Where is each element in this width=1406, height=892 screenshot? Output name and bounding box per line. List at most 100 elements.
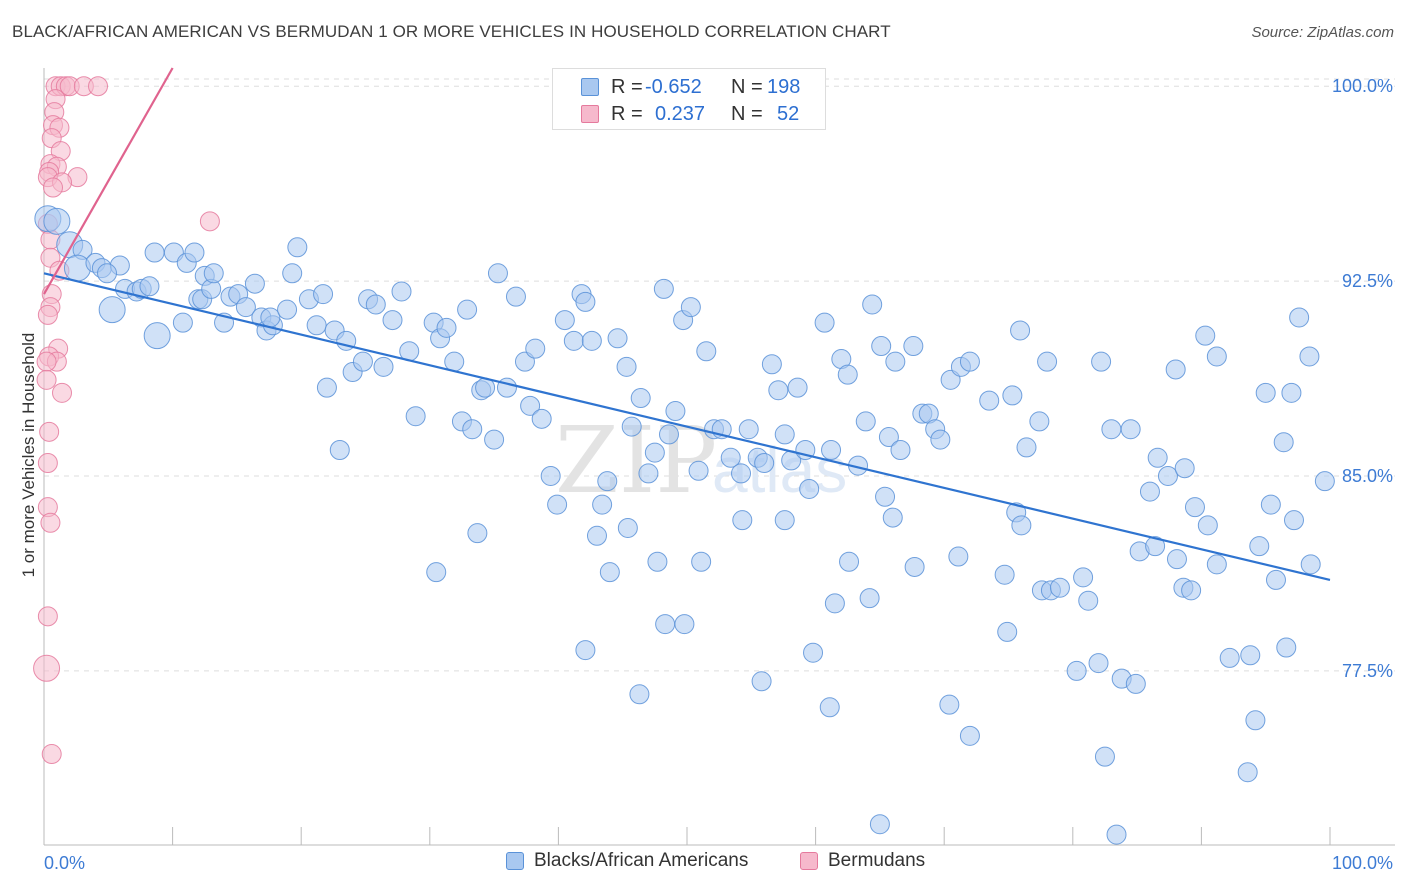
black-african-american-point <box>774 424 795 445</box>
black-african-american-point <box>994 564 1015 585</box>
black-african-american-point <box>1314 471 1335 492</box>
black-african-american-point <box>948 546 969 567</box>
legend-label-pink: Bermudans <box>828 850 926 871</box>
black-african-american-point <box>691 551 712 572</box>
legend-item-blue[interactable]: Blacks/African Americans <box>506 850 748 872</box>
stats-n-label: N = <box>731 75 763 98</box>
stats-r-value: 0.237 <box>655 102 706 125</box>
legend-item-pink[interactable]: Bermudans <box>800 850 925 872</box>
black-african-american-point <box>862 294 883 315</box>
black-african-american-point <box>665 401 686 422</box>
black-african-american-point <box>540 465 561 486</box>
black-african-american-point <box>1049 577 1070 598</box>
black-african-american-point <box>890 440 911 461</box>
black-african-american-point <box>939 694 960 715</box>
black-african-american-point <box>1029 411 1050 432</box>
black-african-american-point <box>1260 494 1281 515</box>
black-african-american-point <box>658 424 679 445</box>
black-african-american-point <box>617 517 638 538</box>
black-african-american-point <box>653 278 674 299</box>
black-african-american-point <box>525 338 546 359</box>
black-african-american-point <box>98 296 126 324</box>
black-african-american-point <box>616 356 637 377</box>
black-african-american-point <box>1206 554 1227 575</box>
black-african-american-point <box>959 351 980 372</box>
black-african-american-point <box>520 395 541 416</box>
black-african-american-point <box>1157 465 1178 486</box>
legend-swatch-pink <box>800 852 818 870</box>
black-african-american-point <box>1145 536 1166 557</box>
black-african-american-point <box>731 463 752 484</box>
black-african-american-point <box>1073 567 1094 588</box>
black-african-american-point <box>1120 419 1141 440</box>
black-african-american-point <box>260 307 281 328</box>
black-african-american-point <box>592 494 613 515</box>
bermudan-point <box>43 177 64 198</box>
stats-row-blue: R = -0.652 N = 198 <box>553 73 825 101</box>
black-african-american-point <box>732 510 753 531</box>
black-african-american-point <box>426 562 447 583</box>
x-tick-label: 0.0% <box>44 853 85 873</box>
black-african-american-point <box>1088 653 1109 674</box>
black-african-american-point <box>696 341 717 362</box>
black-african-american-point <box>1066 660 1087 681</box>
trend-line-pink <box>43 67 174 295</box>
black-african-american-point <box>554 310 575 331</box>
black-african-american-point <box>235 297 256 318</box>
black-african-american-point <box>391 281 412 302</box>
black-african-american-point <box>1245 710 1266 731</box>
black-african-american-point <box>674 614 695 635</box>
black-african-american-point <box>607 328 628 349</box>
bermudan-point <box>52 382 73 403</box>
black-african-american-point <box>754 452 775 473</box>
black-african-american-point <box>1037 351 1058 372</box>
black-african-american-point <box>904 556 925 577</box>
black-african-american-point <box>462 419 483 440</box>
black-african-american-point <box>287 237 308 258</box>
bermudan-point <box>199 211 220 232</box>
black-african-american-point <box>738 419 759 440</box>
bermudan-point <box>41 744 62 765</box>
black-african-american-point <box>837 364 858 385</box>
black-african-american-point <box>1265 569 1286 590</box>
black-african-american-point <box>282 263 303 284</box>
black-african-american-point <box>1240 645 1261 666</box>
bermudan-point <box>88 76 109 97</box>
black-african-american-point <box>139 276 160 297</box>
x-tick-label: 100.0% <box>1332 853 1393 873</box>
black-african-american-point <box>1165 359 1186 380</box>
black-african-american-point <box>405 406 426 427</box>
black-african-american-point <box>144 242 165 263</box>
black-african-american-point <box>1101 419 1122 440</box>
black-african-american-point <box>329 440 350 461</box>
black-african-american-point <box>1195 325 1216 346</box>
black-african-american-point <box>979 390 1000 411</box>
black-african-american-point <box>1197 515 1218 536</box>
black-african-american-point <box>821 440 842 461</box>
black-african-american-point <box>859 588 880 609</box>
black-african-american-point <box>457 299 478 320</box>
black-african-american-point <box>1002 385 1023 406</box>
bermudan-point <box>37 606 58 627</box>
black-african-american-point <box>885 351 906 372</box>
black-african-american-point <box>586 525 607 546</box>
black-african-american-point <box>599 562 620 583</box>
black-african-american-point <box>1206 346 1227 367</box>
black-african-american-point <box>839 551 860 572</box>
black-african-american-point <box>203 263 224 284</box>
black-african-american-point <box>1300 554 1321 575</box>
black-african-american-point <box>1273 432 1294 453</box>
black-african-american-point <box>680 297 701 318</box>
black-african-american-point <box>487 263 508 284</box>
black-african-american-point <box>313 284 334 305</box>
black-african-american-point <box>172 312 193 333</box>
chart-title: BLACK/AFRICAN AMERICAN VS BERMUDAN 1 OR … <box>12 22 891 41</box>
black-african-american-point <box>768 380 789 401</box>
black-african-american-point <box>575 291 596 312</box>
black-african-american-point <box>621 416 642 437</box>
black-african-american-point <box>647 551 668 572</box>
black-african-american-point <box>1166 549 1187 570</box>
black-african-american-point <box>997 621 1018 642</box>
bermudan-point <box>40 512 61 533</box>
black-african-american-point <box>629 684 650 705</box>
